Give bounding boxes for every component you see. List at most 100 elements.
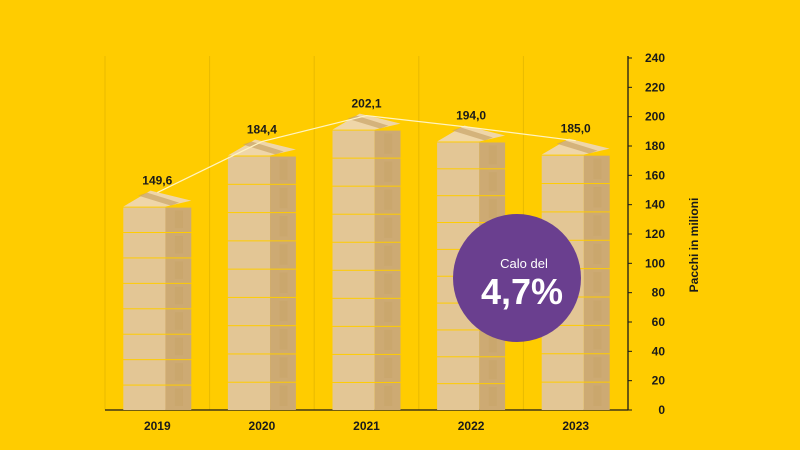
data-label: 184,4 bbox=[247, 123, 277, 137]
x-tick-label: 2023 bbox=[562, 419, 589, 433]
y-tick-label: 200 bbox=[645, 110, 665, 124]
box-front bbox=[541, 184, 584, 212]
box-lid-tape bbox=[242, 141, 284, 155]
badge-percentage: 4,7% bbox=[481, 271, 563, 312]
box-front bbox=[437, 357, 480, 384]
y-tick-label: 80 bbox=[652, 286, 666, 300]
box-tape bbox=[174, 388, 183, 406]
box-front bbox=[437, 330, 480, 357]
box-front bbox=[123, 258, 166, 283]
y-tick-label: 0 bbox=[658, 403, 665, 417]
decline-badge: Calo del 4,7% bbox=[453, 214, 581, 342]
box-front bbox=[541, 155, 584, 184]
y-tick-label: 240 bbox=[645, 51, 665, 65]
box-tape bbox=[174, 210, 183, 229]
trend-connector-line bbox=[157, 114, 576, 194]
y-axis-title: Pacchi in milioni bbox=[687, 198, 701, 293]
box-tape bbox=[384, 133, 393, 154]
box-lid-tape bbox=[452, 127, 493, 141]
box-front bbox=[123, 207, 166, 233]
box-tape bbox=[279, 272, 288, 293]
box-tape bbox=[279, 357, 288, 378]
x-tick-label: 2022 bbox=[458, 419, 485, 433]
box-tape bbox=[384, 385, 393, 406]
x-tick-label: 2020 bbox=[249, 419, 276, 433]
badge-caption: Calo del bbox=[500, 256, 548, 271]
box-tape bbox=[488, 360, 497, 380]
box-tape bbox=[593, 300, 602, 321]
box-tape bbox=[384, 301, 393, 322]
box-front bbox=[227, 382, 271, 410]
data-label: 194,0 bbox=[456, 108, 486, 122]
box-front bbox=[123, 233, 166, 258]
box-tape bbox=[488, 145, 497, 165]
box-front bbox=[227, 297, 271, 326]
data-label: 202,1 bbox=[351, 97, 381, 111]
box-tape bbox=[384, 245, 393, 266]
x-tick-label: 2019 bbox=[144, 419, 171, 433]
box-tape bbox=[279, 159, 288, 180]
bars bbox=[123, 113, 610, 410]
box-tape bbox=[593, 187, 602, 208]
box-tape bbox=[593, 158, 602, 180]
box-front bbox=[332, 130, 375, 158]
box-front bbox=[332, 270, 375, 298]
data-label: 185,0 bbox=[561, 122, 591, 136]
x-axis-labels: 2019 2020 2021 2022 2023 bbox=[144, 419, 589, 433]
box-tape bbox=[279, 244, 288, 265]
y-tick-label: 40 bbox=[652, 344, 666, 358]
box-tape bbox=[384, 329, 393, 350]
box-front bbox=[227, 269, 271, 297]
y-tick-label: 160 bbox=[645, 168, 665, 182]
x-tick-label: 2021 bbox=[353, 419, 380, 433]
box-front bbox=[227, 156, 271, 184]
bar bbox=[123, 190, 192, 410]
box-front bbox=[227, 354, 271, 382]
box-front bbox=[332, 186, 375, 214]
y-tick-label: 20 bbox=[652, 374, 666, 388]
box-tape bbox=[279, 216, 288, 237]
box-front bbox=[437, 142, 480, 169]
box-tape bbox=[593, 385, 602, 406]
box-lid-tape bbox=[138, 192, 180, 206]
box-front bbox=[123, 360, 166, 385]
box-front bbox=[332, 214, 375, 242]
data-label: 149,6 bbox=[142, 174, 172, 188]
box-tape bbox=[174, 261, 183, 279]
y-tick-label: 60 bbox=[652, 315, 666, 329]
box-tape bbox=[593, 328, 602, 350]
box-front bbox=[332, 298, 375, 326]
box-tape bbox=[279, 385, 288, 406]
box-front bbox=[332, 158, 375, 186]
y-tick-label: 100 bbox=[645, 256, 665, 270]
box-front bbox=[332, 326, 375, 354]
bar bbox=[227, 139, 296, 410]
box-front bbox=[227, 326, 271, 354]
box-front bbox=[123, 309, 166, 334]
bar bbox=[541, 138, 610, 410]
box-tape bbox=[593, 215, 602, 236]
box-front bbox=[123, 283, 166, 309]
box-tape bbox=[279, 300, 288, 322]
box-front bbox=[332, 242, 375, 270]
box-front bbox=[123, 385, 166, 410]
box-tape bbox=[593, 357, 602, 378]
y-tick-label: 180 bbox=[645, 139, 665, 153]
box-tape bbox=[174, 363, 183, 381]
box-front bbox=[541, 354, 584, 382]
box-tape bbox=[279, 329, 288, 350]
y-tick-label: 220 bbox=[645, 80, 665, 94]
box-tape bbox=[488, 333, 497, 353]
box-front bbox=[227, 184, 271, 213]
box-front bbox=[227, 213, 271, 241]
box-front bbox=[227, 241, 271, 269]
box-front bbox=[541, 382, 584, 410]
box-front bbox=[123, 334, 166, 360]
y-tick-label: 140 bbox=[645, 198, 665, 212]
box-tape bbox=[488, 387, 497, 406]
box-front bbox=[437, 196, 480, 223]
badge-circle bbox=[453, 214, 581, 342]
box-tape bbox=[174, 236, 183, 254]
y-axis: 0 20 40 60 80 100 120 140 160 180 200 220 240 bbox=[628, 51, 665, 417]
